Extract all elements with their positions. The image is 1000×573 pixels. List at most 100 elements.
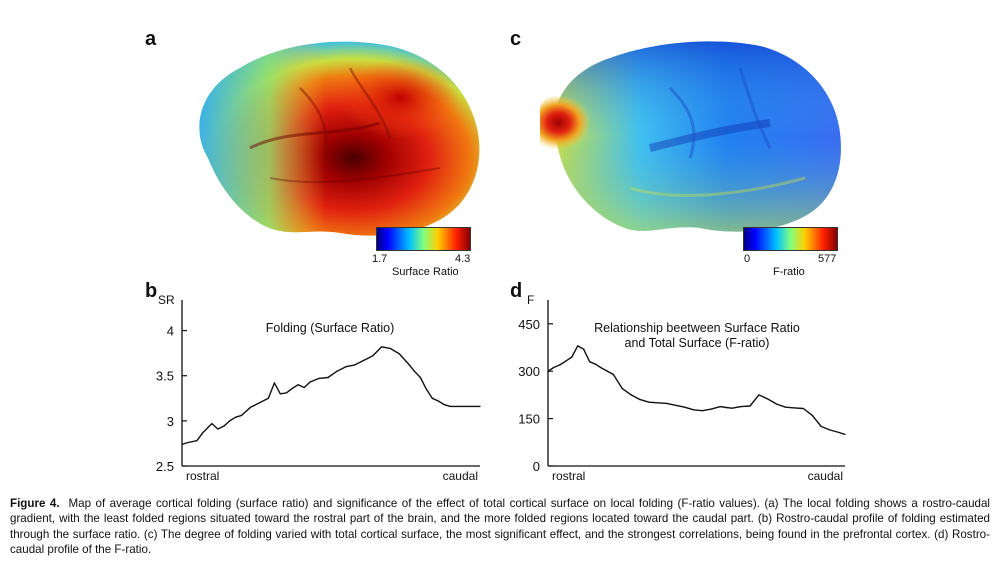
colorbar-c-max: 577 (818, 253, 837, 265)
data-point-b (455, 405, 457, 407)
data-point-d (758, 394, 760, 396)
x-label-rostral-b: rostral (186, 469, 219, 483)
data-point-d (793, 407, 796, 409)
data-point-d (776, 403, 778, 405)
data-point-b (297, 384, 299, 386)
data-point-d (802, 407, 805, 410)
data-point-d (692, 409, 695, 411)
data-point-d (710, 408, 713, 410)
series-line-d (547, 345, 846, 436)
line-plots: 2.5 3 3.5 4 SR rostral caudal Folding (Surface … (156, 293, 846, 483)
data-point-d (811, 414, 813, 416)
data-point-b (196, 440, 198, 442)
data-point-d (594, 363, 597, 365)
y-tick-label-d: 450 (518, 317, 540, 332)
data-point-b (249, 406, 252, 408)
colorbar-c-label: F-ratio (773, 266, 805, 278)
data-point-b (273, 382, 275, 384)
y-tick-label-d: 300 (518, 364, 540, 379)
y-tick-label-b: 4 (167, 324, 174, 339)
data-point-b (327, 376, 329, 379)
data-point-b (381, 346, 383, 348)
data-point-d (684, 406, 686, 408)
data-point-d (577, 345, 579, 347)
data-point-b (407, 363, 410, 365)
data-point-d (559, 364, 561, 366)
data-point-d (600, 367, 603, 369)
data-point-d (740, 406, 742, 408)
data-point-b (425, 388, 427, 390)
data-point-b (437, 400, 439, 402)
data-point-b (285, 392, 287, 394)
brain-surface-ratio-map (199, 41, 480, 236)
y-tick-label-d: 0 (533, 459, 540, 474)
y-tick-label-b: 2.5 (156, 459, 174, 474)
data-point-b (473, 405, 475, 407)
data-point-d (820, 425, 822, 428)
data-point-d (701, 410, 704, 412)
data-point-d (785, 406, 787, 408)
data-point-d (565, 360, 567, 362)
data-point-d (612, 373, 614, 375)
data-point-b (449, 405, 451, 407)
y-tick-label-b: 3 (167, 414, 174, 429)
data-point-d (666, 402, 668, 404)
data-point-b (372, 355, 374, 357)
data-point-d (553, 366, 555, 368)
y-tick-label-d: 150 (518, 412, 540, 427)
y-tick-label-b: 3.5 (156, 369, 174, 384)
x-label-rostral-d: rostral (552, 469, 585, 483)
data-point-b (461, 405, 463, 407)
data-point-d (829, 429, 831, 431)
data-point-b (413, 370, 415, 372)
data-point-b (345, 366, 347, 368)
colorbar-f-ratio (743, 227, 838, 251)
x-label-caudal-b: caudal (443, 469, 478, 483)
data-point-b (187, 441, 189, 444)
data-point-b (398, 353, 401, 355)
data-point-b (267, 397, 269, 399)
data-point-b (217, 428, 219, 430)
data-point-d (838, 431, 840, 434)
data-point-d (725, 406, 727, 409)
data-point-b (419, 376, 421, 379)
data-point-d (675, 404, 677, 406)
colorbar-a-max: 4.3 (455, 253, 471, 265)
data-point-b (309, 381, 311, 383)
plot-title-b: Folding (Surface Ratio) (266, 321, 395, 335)
data-point-d (749, 405, 751, 407)
data-point-d (844, 433, 846, 435)
data-point-d (630, 394, 632, 396)
y-axis-label-b: SR (158, 293, 175, 307)
data-point-d (571, 356, 573, 358)
colorbar-surface-ratio (376, 227, 471, 251)
data-point-b (211, 423, 213, 425)
data-point-b (467, 405, 469, 407)
data-point-b (229, 420, 231, 422)
panel-letter-d: d (510, 280, 523, 302)
plot-title-d: Relationship beetween Surface Ratio (594, 321, 800, 335)
data-point-d (731, 407, 733, 409)
data-point-b (235, 416, 237, 418)
colorbar-a-label: Surface Ratio (392, 266, 459, 278)
data-point-b (354, 364, 356, 366)
panel-letter-a: a (145, 28, 157, 50)
data-point-d (606, 370, 609, 372)
colorbar-c-min: 0 (744, 253, 751, 265)
data-point-b (318, 377, 320, 379)
data-point-b (303, 386, 305, 389)
x-label-caudal-d: caudal (808, 469, 843, 483)
caption-figure-label: Figure 4. (10, 497, 60, 510)
data-point-b (291, 387, 293, 389)
data-point-d (589, 361, 591, 363)
data-point-d (583, 348, 585, 350)
data-point-d (639, 399, 641, 401)
data-point-d (657, 402, 659, 404)
panel-letter-b: b (145, 280, 158, 302)
series-line-b (181, 346, 480, 445)
data-point-b (336, 370, 338, 372)
brain-f-ratio-map (540, 41, 841, 232)
data-point-b (181, 443, 183, 445)
data-point-b (223, 425, 225, 427)
data-point-b (258, 402, 261, 404)
